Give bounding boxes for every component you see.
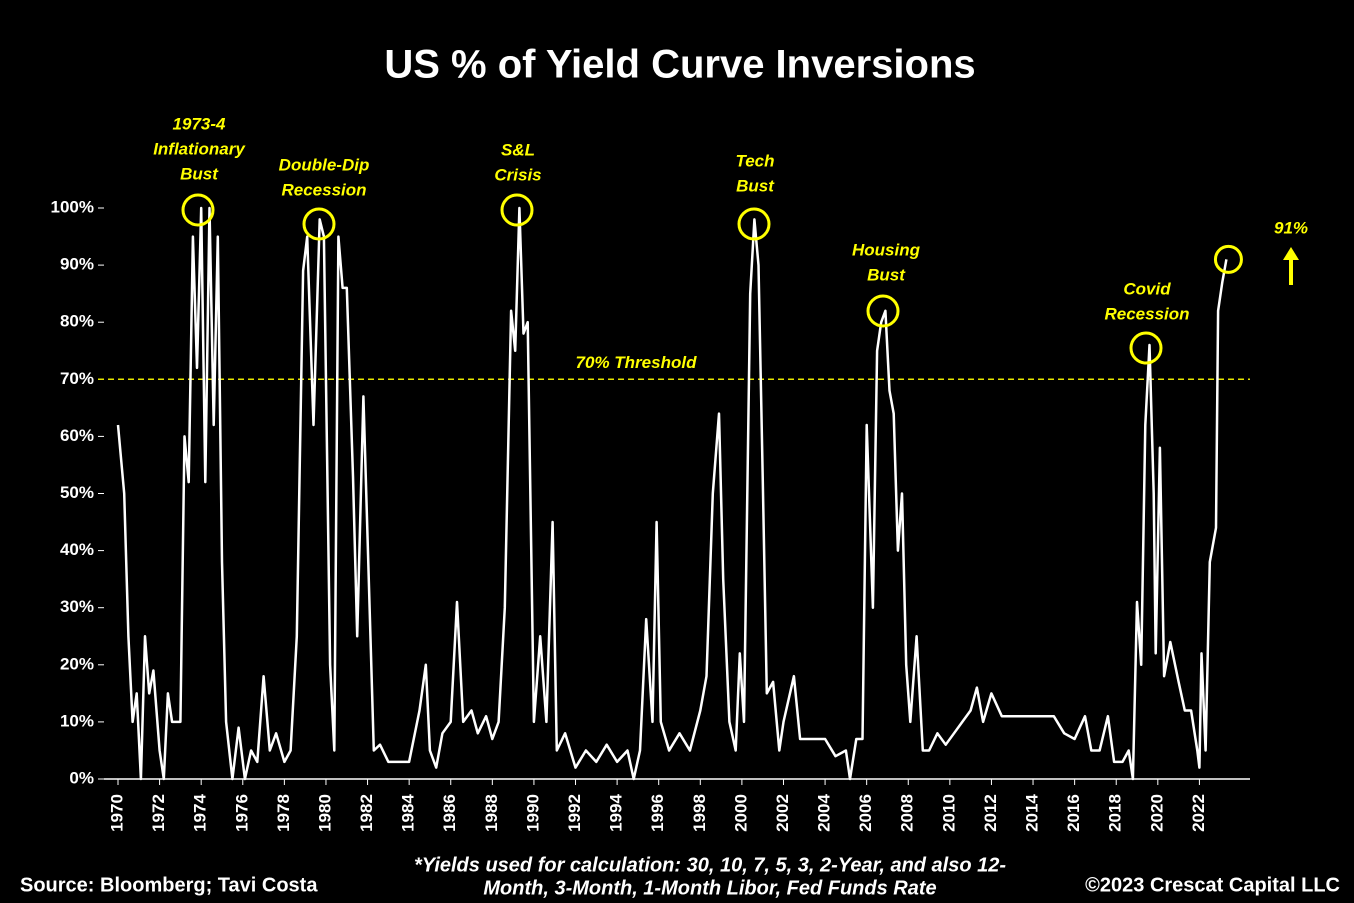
arrow-head: [1283, 247, 1299, 260]
annotation: 1973-4: [173, 114, 226, 133]
x-tick-label: 1984: [399, 794, 418, 832]
annotation: Housing: [852, 240, 921, 259]
x-tick-label: 2020: [1147, 794, 1166, 832]
highlight-circle: [1129, 331, 1163, 365]
x-tick-label: 2004: [815, 794, 834, 832]
source: Source: Bloomberg; Tavi Costa: [20, 874, 318, 896]
x-tick-label: 1994: [607, 794, 626, 832]
data-line: [116, 206, 1228, 781]
y-tick-label: 80%: [60, 312, 94, 331]
x-tick-label: 1978: [274, 794, 293, 832]
x-tick-label: 2014: [1023, 794, 1042, 832]
threshold-label: 70% Threshold: [576, 353, 698, 372]
x-tick-label: 1996: [648, 794, 667, 832]
x-tick-label: 2018: [1106, 794, 1125, 832]
x-tick-label: 1992: [565, 794, 584, 832]
annotation: Inflationary: [153, 139, 246, 158]
annotation: Tech: [735, 151, 774, 170]
y-tick-label: 0%: [69, 768, 94, 787]
x-tick-label: 2022: [1189, 794, 1208, 832]
x-tick-label: 1970: [107, 794, 126, 832]
footnote: Month, 3-Month, 1-Month Libor, Fed Funds…: [483, 877, 936, 899]
highlight-circle: [866, 294, 900, 328]
x-tick-label: 2010: [939, 794, 958, 832]
annotation: S&L: [501, 140, 535, 159]
y-tick-label: 40%: [60, 540, 94, 559]
x-tick-label: 1986: [440, 794, 459, 832]
x-tick-label: 1998: [690, 794, 709, 832]
y-tick-label: 50%: [60, 483, 94, 502]
y-tick-label: 30%: [60, 597, 94, 616]
annotation: Recession: [1104, 304, 1189, 323]
highlight-circle: [302, 207, 336, 241]
x-tick-label: 2006: [856, 794, 875, 832]
annotation: Recession: [281, 180, 366, 199]
y-tick-label: 100%: [51, 197, 94, 216]
x-tick-label: 1982: [357, 794, 376, 832]
copyright: ©2023 Crescat Capital LLC: [1085, 874, 1340, 896]
x-tick-label: 1972: [149, 794, 168, 832]
x-tick-label: 1988: [482, 794, 501, 832]
chart-title: US % of Yield Curve Inversions: [384, 43, 975, 87]
highlight-circle: [500, 193, 534, 227]
x-tick-label: 2000: [731, 794, 750, 832]
y-tick-label: 20%: [60, 654, 94, 673]
annotation: Bust: [867, 265, 906, 284]
callout-label: 91%: [1274, 218, 1308, 237]
x-tick-label: 1976: [232, 794, 251, 832]
annotation: Double-Dip: [279, 155, 370, 174]
annotation: Covid: [1123, 279, 1171, 298]
x-tick-label: 2012: [981, 794, 1000, 832]
x-tick-label: 2008: [898, 794, 917, 832]
y-tick-label: 90%: [60, 255, 94, 274]
x-tick-label: 2016: [1064, 794, 1083, 832]
x-tick-label: 1990: [523, 794, 542, 832]
annotation: Crisis: [494, 165, 541, 184]
y-tick-label: 70%: [60, 369, 94, 388]
x-tick-label: 1974: [191, 794, 210, 832]
x-tick-label: 2002: [773, 794, 792, 832]
highlight-circle: [1213, 244, 1243, 274]
highlight-circle: [737, 207, 771, 241]
y-tick-label: 60%: [60, 426, 94, 445]
x-tick-label: 1980: [315, 794, 334, 832]
y-tick-label: 10%: [60, 711, 94, 730]
annotation: Bust: [736, 176, 775, 195]
highlight-circle: [181, 193, 215, 227]
annotation: Bust: [180, 164, 219, 183]
footnote: *Yields used for calculation: 30, 10, 7,…: [414, 854, 1006, 876]
